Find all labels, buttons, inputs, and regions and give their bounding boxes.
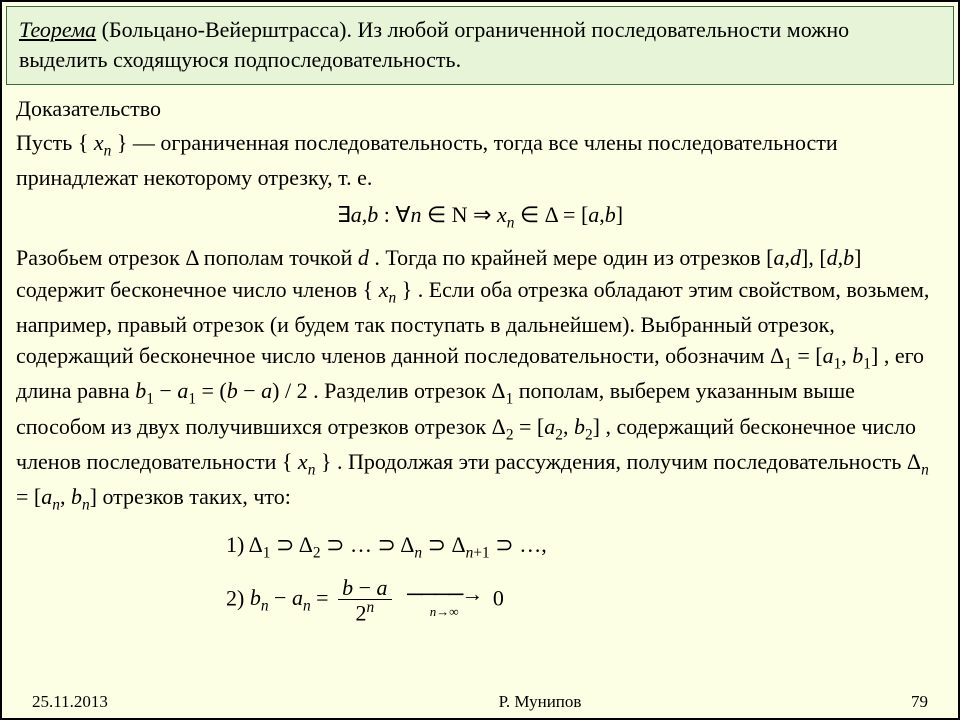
- fraction: b − a 2n: [338, 576, 391, 625]
- theorem-name: (Больцано-Вейерштрасса): [96, 17, 346, 42]
- footer: 25.11.2013 Р. Мунипов 79: [2, 692, 958, 712]
- theorem-label: Теорема: [19, 17, 96, 42]
- proof-heading: Доказательство: [16, 93, 944, 124]
- result-list: 1) Δ1 ⊃ Δ2 ⊃ … ⊃ Δn ⊃ Δn+1 ⊃ …, 2) bn − …: [226, 524, 944, 624]
- footer-author: Р. Мунипов: [212, 692, 868, 712]
- slide: Теорема (Больцано-Вейерштрасса). Из любо…: [0, 0, 960, 720]
- result-2: 2) bn − an = b − a 2n ────→ n→∞ 0: [226, 576, 944, 625]
- limit-arrow: ────→ n→∞: [407, 583, 481, 618]
- proof-line-1: Пусть { xn } — ограниченная последовател…: [16, 127, 944, 194]
- footer-date: 25.11.2013: [32, 692, 212, 712]
- proof-body: Доказательство Пусть { xn } — ограниченн…: [2, 91, 958, 624]
- theorem-box: Теорема (Больцано-Вейерштрасса). Из любо…: [6, 6, 954, 85]
- result-1: 1) Δ1 ⊃ Δ2 ⊃ … ⊃ Δn ⊃ Δn+1 ⊃ …,: [226, 524, 944, 568]
- formula-1: ∃a,b : ∀n ∈ N ⇒ xn ∈ Δ = [a,b]: [16, 199, 944, 234]
- proof-main: Разобьем отрезок Δ пополам точкой d . То…: [16, 242, 944, 516]
- footer-page: 79: [868, 692, 928, 712]
